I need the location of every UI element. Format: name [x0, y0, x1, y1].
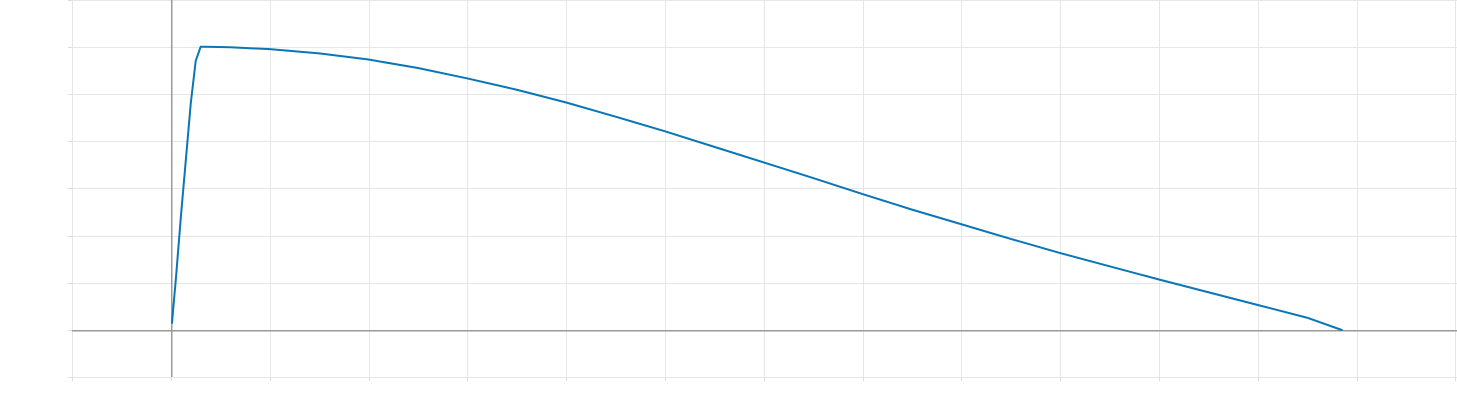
horizontal-gridlines: [68, 0, 1457, 378]
axes: [72, 0, 1457, 377]
series-line-0: [170, 45, 1343, 331]
series-layer: [170, 45, 1343, 331]
vertical-gridlines: [72, 0, 1456, 381]
